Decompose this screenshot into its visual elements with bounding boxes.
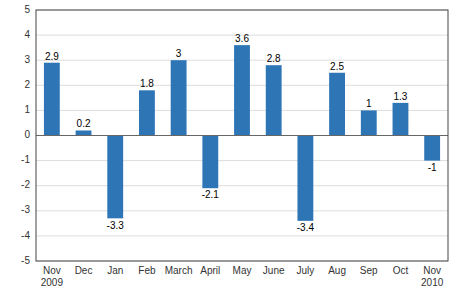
- x-tick-label: Sep: [360, 265, 378, 276]
- bar: [361, 110, 377, 135]
- y-tick-label: -5: [21, 255, 30, 266]
- x-tick-label: March: [165, 265, 193, 276]
- grid-line: [36, 235, 448, 236]
- bar: [171, 60, 187, 135]
- x-tick-label: Nov2010: [421, 265, 444, 288]
- x-tick-label: Nov2009: [41, 265, 64, 288]
- x-tick-label: May: [233, 265, 252, 276]
- y-tick-label: 4: [24, 29, 30, 40]
- y-tick-label: 5: [24, 4, 30, 15]
- x-tick-label: Dec: [75, 265, 93, 276]
- bar: [329, 73, 345, 136]
- bar: [266, 65, 282, 135]
- data-label: 3: [176, 48, 182, 59]
- data-label: -1: [428, 162, 437, 173]
- grid-line: [36, 160, 448, 161]
- grid-line: [36, 185, 448, 186]
- x-tick-label: July: [296, 265, 314, 276]
- data-label: 1.3: [394, 91, 408, 102]
- baseline: [36, 135, 448, 136]
- bar: [76, 130, 92, 135]
- data-label: 3.6: [235, 33, 249, 44]
- bars: [44, 45, 440, 221]
- x-tick-label: June: [263, 265, 285, 276]
- data-label: 1.8: [140, 78, 154, 89]
- x-tick-label: Jan: [107, 265, 123, 276]
- bar: [139, 90, 155, 135]
- bar: [107, 136, 123, 219]
- y-tick-label: -2: [21, 179, 30, 190]
- y-tick-label: -4: [21, 230, 30, 241]
- bar: [44, 63, 60, 136]
- y-tick-label: 1: [24, 104, 30, 115]
- grid-line: [36, 135, 448, 136]
- bar: [202, 136, 218, 189]
- data-label: -3.3: [107, 220, 125, 231]
- y-tick-label: 2: [24, 79, 30, 90]
- x-tick-label: Oct: [393, 265, 409, 276]
- plot-frame: [36, 10, 448, 261]
- y-tick-label: -3: [21, 204, 30, 215]
- grid: [36, 10, 448, 261]
- y-tick-label: 3: [24, 54, 30, 65]
- data-label: 2.5: [330, 61, 344, 72]
- bar: [234, 45, 250, 135]
- grid-line: [36, 210, 448, 211]
- y-tick-label: -1: [21, 154, 30, 165]
- bar: [297, 136, 313, 221]
- y-tick-label: 0: [24, 129, 30, 140]
- data-label: 1: [366, 98, 372, 109]
- data-label: 0.2: [77, 118, 91, 129]
- x-tick-label: Aug: [328, 265, 346, 276]
- data-label: -2.1: [202, 189, 220, 200]
- data-label: 2.8: [267, 53, 281, 64]
- x-tick-label: April: [200, 265, 220, 276]
- bar: [424, 136, 440, 161]
- bar: [393, 103, 409, 136]
- x-tick-label: Feb: [138, 265, 156, 276]
- data-label: -3.4: [297, 222, 315, 233]
- data-label: 2.9: [45, 51, 59, 62]
- chart: -5 -4 -3 -2 -1 0 1 2 3 4 5 2.9 0.2 -3.3 1.8 3 -2.1 3.6 2.8…: [0, 0, 458, 297]
